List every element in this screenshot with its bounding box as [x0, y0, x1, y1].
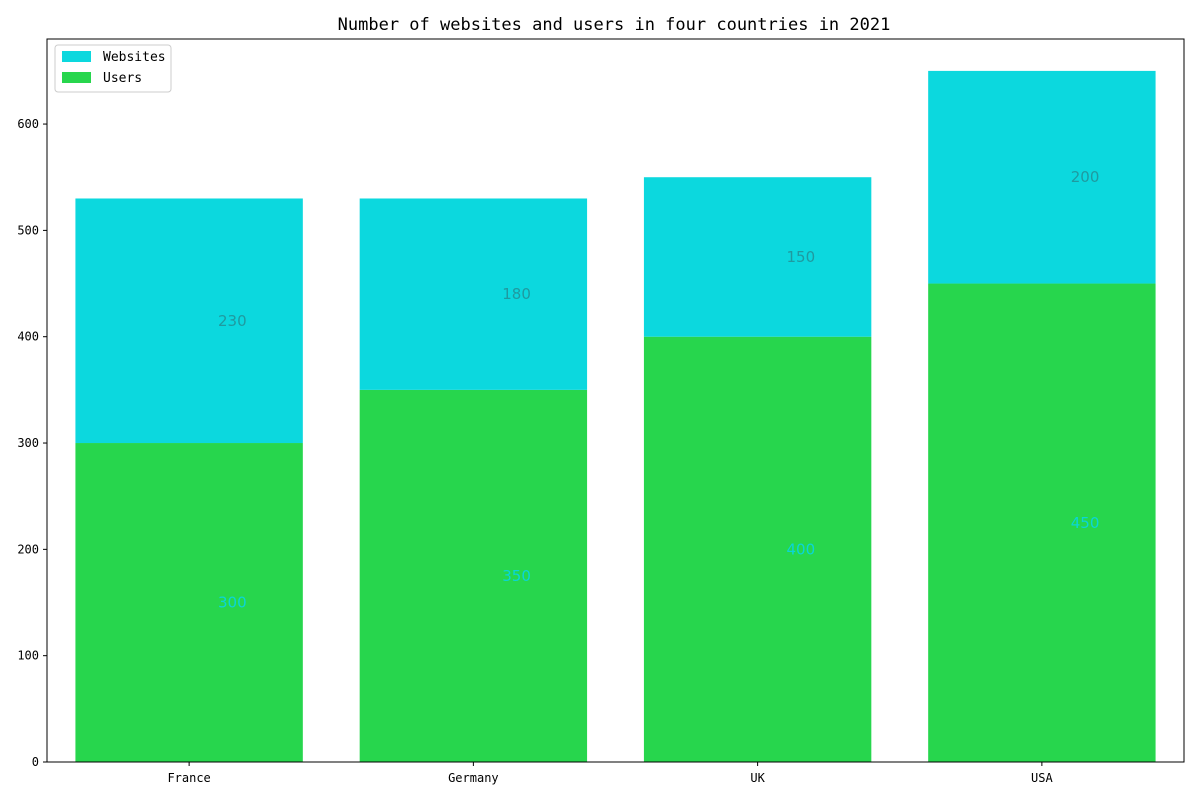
axes-layer: France Germany UK USA 0 100 200 300 400 500 600 [17, 38, 1185, 785]
legend-label-websites: Websites [103, 50, 166, 65]
y-tick-label-400: 400 [17, 330, 39, 344]
bar-websites-germany [359, 198, 588, 390]
legend-label-users: Users [103, 71, 142, 86]
x-tick-label-uk: UK [750, 771, 765, 785]
value-label-users-france: 300 [218, 594, 247, 612]
legend: Websites Users [54, 44, 172, 93]
value-label-users-uk: 400 [787, 540, 816, 558]
y-tick-label-200: 200 [17, 542, 39, 556]
value-label-websites-germany: 180 [502, 285, 531, 303]
x-tick-label-germany: Germany [448, 771, 499, 785]
y-tick-label-300: 300 [17, 436, 39, 450]
y-tick-label-500: 500 [17, 223, 39, 237]
value-label-users-germany: 350 [502, 567, 531, 585]
chart-title: Number of websites and users in four cou… [338, 15, 891, 35]
x-tick-label-usa: USA [1031, 771, 1053, 785]
value-label-websites-france: 230 [218, 312, 247, 330]
bar-websites-usa [928, 70, 1156, 284]
legend-swatch-websites [62, 51, 91, 62]
x-tick-label-france: France [167, 771, 210, 785]
bars-layer [75, 70, 1156, 762]
bar-websites-uk [643, 177, 872, 337]
value-label-users-usa: 450 [1071, 514, 1100, 532]
legend-swatch-users [62, 72, 91, 83]
y-tick-label-0: 0 [32, 755, 39, 769]
y-tick-label-600: 600 [17, 117, 39, 131]
bar-websites-france [75, 198, 303, 444]
value-label-websites-uk: 150 [787, 248, 816, 266]
y-tick-label-100: 100 [17, 649, 39, 663]
bar-users-germany [359, 389, 588, 762]
bar-users-france [75, 443, 303, 762]
bar-users-usa [928, 283, 1156, 762]
value-labels-layer: 300 230 350 180 400 150 450 200 [218, 168, 1099, 611]
bar-users-uk [643, 336, 872, 762]
value-label-websites-usa: 200 [1071, 168, 1100, 186]
plot-frame [46, 38, 1185, 763]
